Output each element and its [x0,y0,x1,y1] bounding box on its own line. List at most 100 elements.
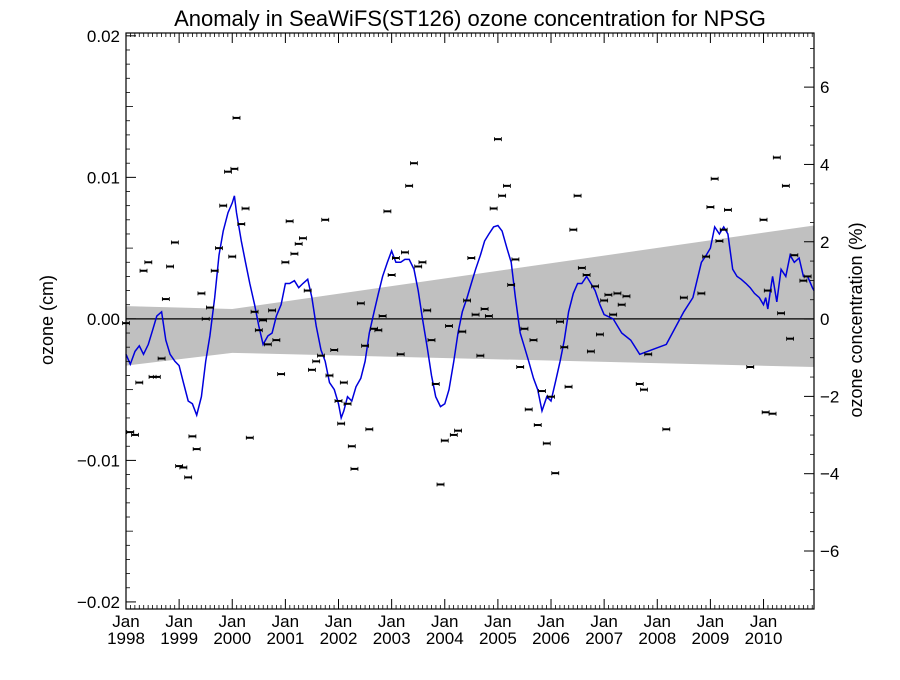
y2-tick-label: 2 [820,233,829,252]
data-marker [391,256,400,261]
data-marker [484,314,493,319]
data-marker [285,219,294,224]
data-marker [230,166,239,171]
data-marker [312,359,321,364]
data-marker [710,176,719,181]
data-marker [702,254,711,259]
data-marker [290,251,299,256]
data-marker [224,169,232,174]
data-marker [166,264,174,269]
data-marker [746,364,755,369]
data-marker [405,183,414,188]
data-marker [569,227,578,232]
data-marker [454,428,462,433]
x-tick-label-month: Jan [431,612,458,631]
data-marker [294,241,303,246]
data-marker [635,381,644,386]
x-tick-label-year: 2002 [320,629,358,648]
data-marker [436,482,445,487]
data-marker [538,389,546,394]
x-tick-label-month: Jan [219,612,246,631]
plot-frame [125,32,815,610]
data-marker [489,206,498,211]
data-marker [245,435,254,440]
x-tick-label-year: 2008 [638,629,676,648]
data-marker [317,353,325,358]
data-marker [595,332,604,337]
y-tick-label: −0.01 [77,451,120,470]
x-tick-label-month: Jan [537,612,564,631]
data-marker [308,367,316,372]
data-marker [259,318,267,323]
x-tick-label-month: Jan [750,612,777,631]
data-marker [644,352,653,357]
data-marker [170,240,179,245]
data-marker [613,291,622,296]
data-marker [210,268,219,273]
data-marker [268,308,277,313]
data-marker [604,292,613,297]
data-marker [378,314,387,319]
data-marker [135,380,144,385]
x-tick-label-month: Jan [644,612,671,631]
x-tick-label-year: 2003 [373,629,411,648]
y2-axis-label: ozone concentration (%) [846,222,866,417]
x-tick-label-month: Jan [378,612,405,631]
data-marker [299,236,307,241]
data-marker [507,282,516,287]
data-marker [423,308,432,313]
data-marker [560,345,569,350]
data-marker [131,432,139,437]
data-marker [228,254,237,259]
data-marker [152,374,161,379]
data-marker [622,294,631,299]
x-tick-label-month: Jan [590,612,617,631]
data-marker [330,348,339,353]
data-marker [206,305,214,310]
data-marker [777,311,785,316]
data-marker [476,353,485,358]
x-tick-label-year: 2009 [691,629,729,648]
x-tick-label-year: 2000 [213,629,251,648]
data-marker [458,329,467,334]
data-marker [401,250,409,255]
confidence-band [126,225,814,367]
data-marker [503,183,511,188]
data-marker [719,227,728,232]
data-marker [463,298,471,303]
data-marker [201,316,210,321]
y2-tick-label: −4 [820,465,839,484]
axes-layer: −0.02−0.010.000.010.02−6−4−20246Jan1998J… [77,27,839,648]
data-marker [387,273,396,278]
data-marker [781,183,790,188]
data-marker [445,323,453,328]
data-marker [715,239,724,244]
data-marker [232,115,241,120]
data-marker [617,302,626,307]
data-marker [188,434,197,439]
data-marker [799,278,808,283]
data-marker [591,284,600,289]
data-marker [161,297,170,302]
data-marker [410,161,418,166]
data-marker [418,260,427,265]
data-marker [577,265,586,270]
x-tick-label-year: 2005 [479,629,517,648]
y2-tick-label: 0 [820,310,829,329]
series-line-layer [125,195,815,421]
data-marker [542,441,551,446]
data-marker [272,338,281,343]
data-marker [573,193,582,198]
data-marker [551,471,560,476]
data-marker [347,444,356,449]
data-marker [516,364,525,369]
data-marker [396,352,405,357]
data-marker [139,268,148,273]
data-marker [493,137,502,142]
data-marker [356,301,365,306]
data-marker [706,205,715,210]
y2-tick-label: −2 [820,387,839,406]
data-marker [449,432,458,437]
